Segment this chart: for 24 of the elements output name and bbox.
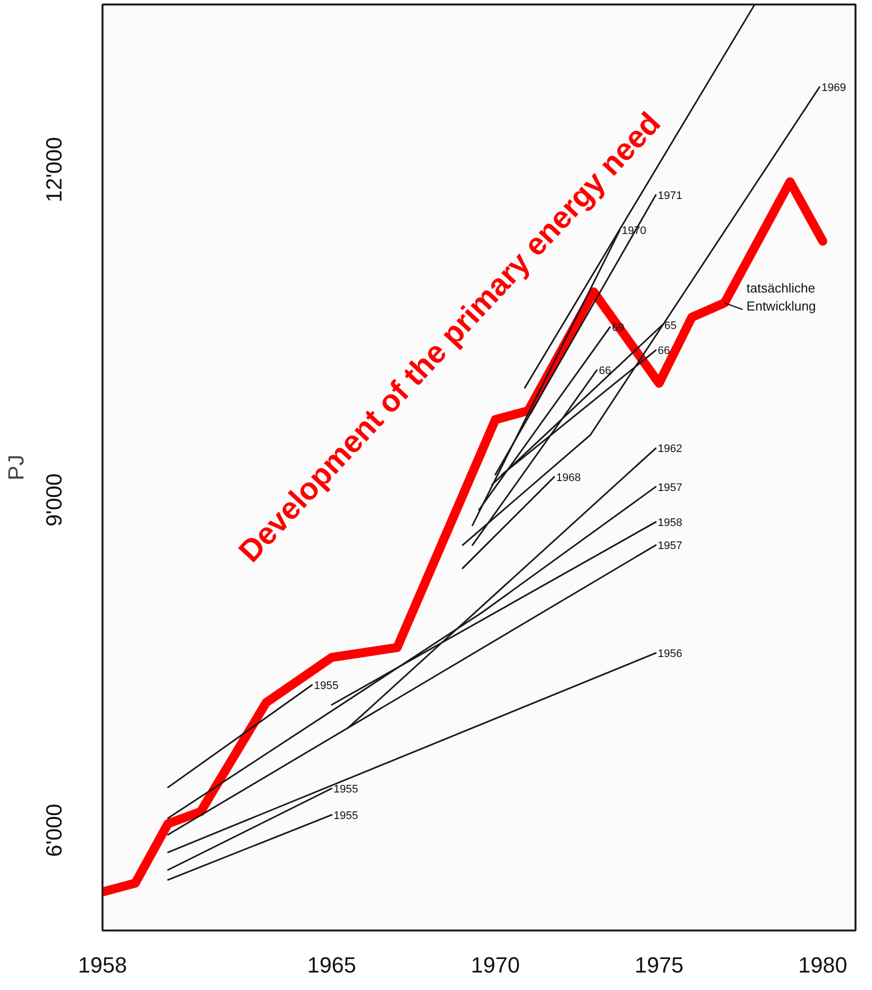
x-tick-label: 1970 — [470, 952, 520, 978]
series-label: tatsächliche Entwicklung — [746, 280, 816, 314]
series-label: 65 — [664, 320, 677, 332]
series-label: 66 — [658, 345, 670, 358]
y-tick-label: 9'000 — [42, 473, 66, 527]
series-label: 66 — [598, 365, 612, 378]
x-tick-label: 1975 — [634, 952, 684, 978]
series-label: 1968 — [556, 472, 581, 484]
series-label: 1971 — [658, 190, 682, 202]
y-tick-label: 12'000 — [42, 136, 66, 202]
y-tick-label: 6'000 — [42, 804, 66, 857]
series-label: 1957 — [658, 540, 682, 552]
series-label: 1955 — [334, 810, 358, 822]
series-label: 1956 — [658, 648, 682, 660]
series-label: 1957 — [658, 482, 682, 494]
series-label: 1955 — [314, 680, 339, 692]
series-label: 1969 — [821, 82, 846, 94]
y-axis-title: PJ — [4, 454, 28, 480]
series-label: 1958 — [658, 517, 682, 530]
x-tick-label: 1965 — [307, 952, 356, 978]
x-tick-label: 1958 — [78, 952, 127, 978]
series-label: 1955 — [334, 783, 358, 796]
x-tick-label: 1980 — [798, 952, 848, 978]
series-label: 1962 — [658, 443, 682, 456]
